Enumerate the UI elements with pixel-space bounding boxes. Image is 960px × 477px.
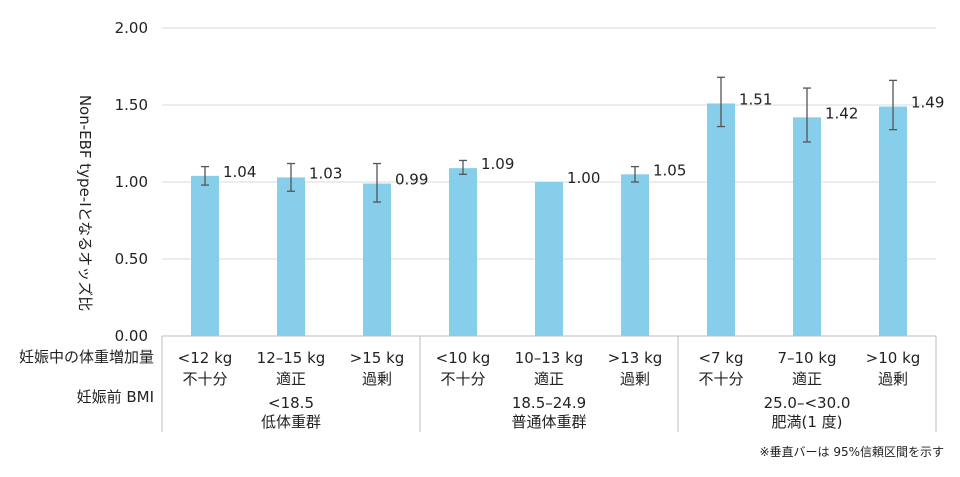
weight-category-label: 適正 xyxy=(534,370,564,388)
weight-range-label: <10 kg xyxy=(436,349,491,367)
weight-range-label: <12 kg xyxy=(178,349,233,367)
value-label: 1.03 xyxy=(309,164,342,182)
value-label: 1.04 xyxy=(223,163,256,181)
group-label-range: 25.0–<30.0 xyxy=(764,394,851,412)
value-label: 1.51 xyxy=(739,90,772,108)
group-label-name: 普通体重群 xyxy=(511,413,586,431)
value-label: 1.05 xyxy=(653,161,686,179)
value-labels: 1.04 1.03 0.99 1.09 1.00 1.05 1.51 1.42 1.49 xyxy=(223,90,944,188)
group-separators xyxy=(161,336,937,432)
weight-range-label: <7 kg xyxy=(698,349,743,367)
weight-range-label: 7–10 kg xyxy=(777,349,836,367)
weight-range-label: >10 kg xyxy=(866,349,921,367)
group-label-name: 低体重群 xyxy=(261,413,321,431)
row-header-bmi: 妊娠前 BMI xyxy=(77,388,154,406)
bar xyxy=(793,117,821,336)
footnote: ※垂直バーは 95%信頼区間を示す xyxy=(759,445,944,459)
value-label: 1.00 xyxy=(567,169,600,187)
category-labels: <12 kg 不十分 12–15 kg 適正 >15 kg 過剰 <10 kg 不十分 10–1… xyxy=(178,349,921,388)
weight-category-label: 過剰 xyxy=(620,370,650,388)
value-label: 0.99 xyxy=(395,171,428,189)
group-label-name: 肥満(1 度) xyxy=(771,413,842,431)
weight-category-label: 過剰 xyxy=(878,370,908,388)
y-tick-label: 0.50 xyxy=(115,250,148,268)
bar xyxy=(535,182,563,336)
bar xyxy=(363,183,391,336)
row-header-weight-gain: 妊娠中の体重増加量 xyxy=(19,348,154,366)
error-bars xyxy=(201,76,897,203)
weight-category-label: 適正 xyxy=(792,370,822,388)
bar xyxy=(449,168,477,336)
bar xyxy=(191,175,219,336)
bar xyxy=(879,106,907,336)
bar xyxy=(277,177,305,336)
weight-range-label: 10–13 kg xyxy=(515,349,584,367)
group-label-range: 18.5–24.9 xyxy=(512,394,586,412)
weight-range-label: 12–15 kg xyxy=(257,349,326,367)
value-label: 1.49 xyxy=(911,94,944,112)
y-tick-label: 0.00 xyxy=(115,327,148,345)
weight-category-label: 適正 xyxy=(276,370,306,388)
value-label: 1.09 xyxy=(481,155,514,173)
value-label: 1.42 xyxy=(825,104,858,122)
y-tick-label: 1.00 xyxy=(115,173,148,191)
bar xyxy=(621,174,649,336)
bar xyxy=(707,103,735,337)
weight-range-label: >13 kg xyxy=(608,349,663,367)
bars xyxy=(191,103,907,337)
weight-range-label: >15 kg xyxy=(350,349,405,367)
weight-category-label: 過剰 xyxy=(362,370,392,388)
y-tick-labels: 0.00 0.50 1.00 1.50 2.00 xyxy=(115,19,148,345)
weight-category-label: 不十分 xyxy=(182,370,227,388)
weight-category-label: 不十分 xyxy=(698,370,743,388)
y-axis-label: Non-EBF type-Ⅰとなるオッズ比 xyxy=(76,95,94,311)
group-label-range: <18.5 xyxy=(268,394,314,412)
y-tick-label: 1.50 xyxy=(115,96,148,114)
y-tick-label: 2.00 xyxy=(115,19,148,37)
weight-category-label: 不十分 xyxy=(440,370,485,388)
